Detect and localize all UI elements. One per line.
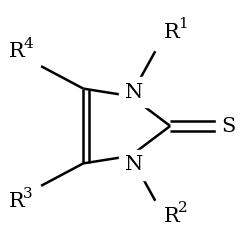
Text: N: N [124,83,143,102]
Text: 2: 2 [178,202,187,215]
Text: N: N [124,155,143,174]
Text: R: R [163,22,179,42]
Text: 1: 1 [178,17,187,31]
Text: R: R [9,192,24,211]
Text: R: R [163,207,179,226]
Text: S: S [220,117,235,136]
Text: 4: 4 [23,37,33,51]
Text: R: R [9,43,24,61]
Text: 3: 3 [23,186,33,201]
